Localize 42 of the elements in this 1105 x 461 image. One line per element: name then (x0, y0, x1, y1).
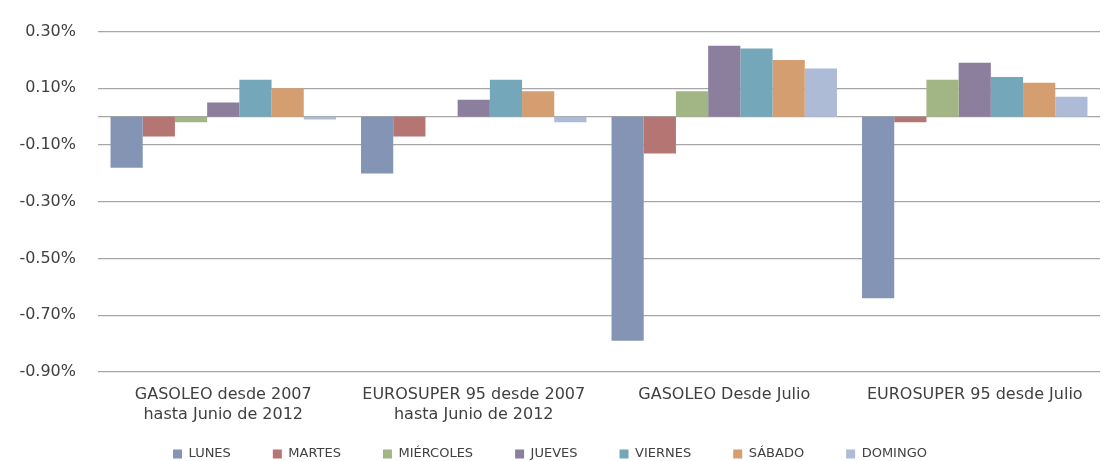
bar (926, 79, 959, 117)
bar (1023, 82, 1056, 117)
legend-label: MIÉRCOLES (398, 445, 474, 461)
bar (303, 116, 336, 120)
x-tick-label: EUROSUPER 95 desde 2007 hasta Junio de 2012 (362, 384, 586, 423)
legend-label: DOMINGO (861, 445, 927, 461)
y-tick-label: -0.50% (19, 247, 76, 267)
legend-label: LUNES (188, 445, 231, 461)
bar (142, 116, 175, 137)
bar (393, 116, 426, 137)
legend-label: MARTES (288, 445, 341, 461)
x-tick-label: EUROSUPER 95 desde Julio (866, 384, 1083, 404)
legend-label: JUEVES (529, 445, 578, 461)
bar (489, 79, 523, 117)
bar (207, 102, 240, 117)
bar (110, 116, 143, 168)
bar (675, 91, 709, 117)
bar (772, 59, 805, 117)
bar (522, 91, 555, 117)
bar (804, 68, 837, 117)
y-tick-label: -0.30% (19, 190, 76, 210)
y-tick-label: 0.30% (25, 20, 76, 40)
bar (1055, 96, 1088, 117)
bar (740, 48, 773, 117)
bar (361, 116, 394, 174)
y-tick-label: -0.90% (19, 361, 76, 381)
bar (643, 116, 676, 154)
bar (271, 88, 304, 117)
bar (239, 79, 272, 117)
y-tick-label: 0.10% (25, 77, 76, 97)
x-tick-label: GASOLEO Desde Julio (638, 384, 811, 404)
bar (708, 45, 741, 117)
bar (457, 99, 490, 117)
legend-label: SÁBADO (748, 445, 805, 461)
bar (611, 116, 644, 341)
x-tick-label: GASOLEO desde 2007 hasta Junio de 2012 (134, 384, 312, 423)
y-tick-label: -0.70% (19, 304, 76, 324)
legend-label: VIERNES (635, 445, 692, 461)
bar (862, 116, 895, 299)
y-tick-label: -0.10% (19, 134, 76, 154)
bar (958, 62, 991, 117)
bar (990, 76, 1024, 117)
